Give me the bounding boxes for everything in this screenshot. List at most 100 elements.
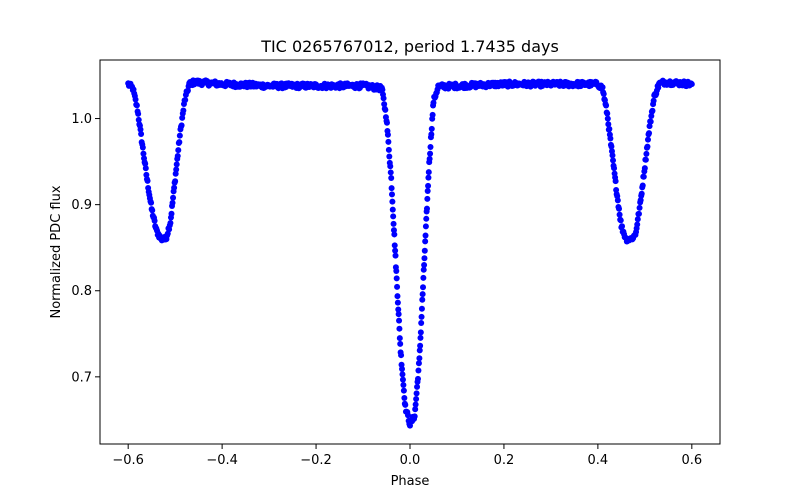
data-point [390,220,397,227]
x-tick-label: 0.4 [588,453,609,468]
data-point [616,205,623,212]
data-point [399,376,406,383]
data-point [427,150,434,157]
data-point [414,383,421,390]
data-point [394,299,401,306]
data-point [171,184,178,191]
data-point [180,107,187,114]
data-point [414,375,421,382]
data-point [421,255,428,262]
x-tick-label: −0.2 [300,453,332,468]
data-point [640,173,647,180]
data-point [401,394,408,401]
data-point [396,325,403,332]
data-point [427,144,434,151]
data-point [398,352,405,359]
data-point [393,268,400,275]
y-tick-label: 0.9 [71,198,92,213]
data-point [425,169,432,176]
data-point [688,81,695,88]
data-point [395,311,402,318]
data-point [424,195,431,202]
data-point [383,119,390,126]
data-point [424,187,431,194]
data-point [151,217,158,224]
data-point [399,365,406,372]
data-point [395,306,402,313]
data-point [417,329,424,336]
data-point [392,247,399,254]
data-point [388,174,395,181]
data-point [399,371,406,378]
data-point [646,123,653,130]
data-point [148,199,155,206]
data-point [644,143,651,150]
data-point [609,152,616,159]
data-point [650,97,657,104]
data-point [392,252,399,259]
data-point [647,118,654,125]
data-point [421,247,428,254]
data-point [412,401,419,408]
data-point [404,412,411,419]
x-tick-label: −0.4 [206,453,238,468]
data-point [604,110,611,117]
data-point [169,199,176,206]
data-point [140,150,147,157]
data-point [604,115,611,122]
data-point [387,163,394,170]
data-point [144,177,151,184]
data-point [611,165,618,172]
data-point [617,217,624,224]
data-point [614,197,621,204]
data-point [600,91,607,98]
data-point [417,342,424,349]
data-point [613,186,620,193]
data-point [400,381,407,388]
data-point [426,155,433,162]
data-point [379,86,386,93]
data-point [419,296,426,303]
data-point [636,204,643,211]
data-point [413,396,420,403]
data-point [607,135,614,142]
data-point [423,205,430,212]
data-point [420,274,427,281]
data-point [637,197,644,204]
data-point [641,165,648,172]
data-point [635,210,642,217]
data-point [142,165,149,172]
data-point [420,266,427,273]
chart-title: TIC 0265767012, period 1.7435 days [260,37,559,56]
data-point [418,313,425,320]
data-point [430,99,437,106]
data-point [606,126,613,133]
data-point [139,144,146,151]
data-point [420,284,427,291]
data-point [387,169,394,176]
data-point [417,334,424,341]
data-points [125,77,695,429]
x-tick-label: 0.6 [681,453,702,468]
y-axis-ticks: 0.7 0.8 0.9 1.0 [71,112,100,385]
data-point [402,401,409,408]
data-point [605,121,612,128]
data-point [428,125,435,132]
data-point [418,305,425,312]
data-point [391,242,398,249]
data-point [173,166,180,173]
data-point [391,231,398,238]
data-point [429,111,436,118]
data-point [184,87,191,94]
data-point [422,238,429,245]
data-point [634,216,641,223]
data-point [416,347,423,354]
data-point [388,185,395,192]
data-point [394,293,401,300]
data-point [170,194,177,201]
y-tick-label: 1.0 [71,112,92,127]
data-point [393,275,400,282]
data-point [135,116,142,123]
data-point [142,160,149,167]
data-point [425,174,432,181]
